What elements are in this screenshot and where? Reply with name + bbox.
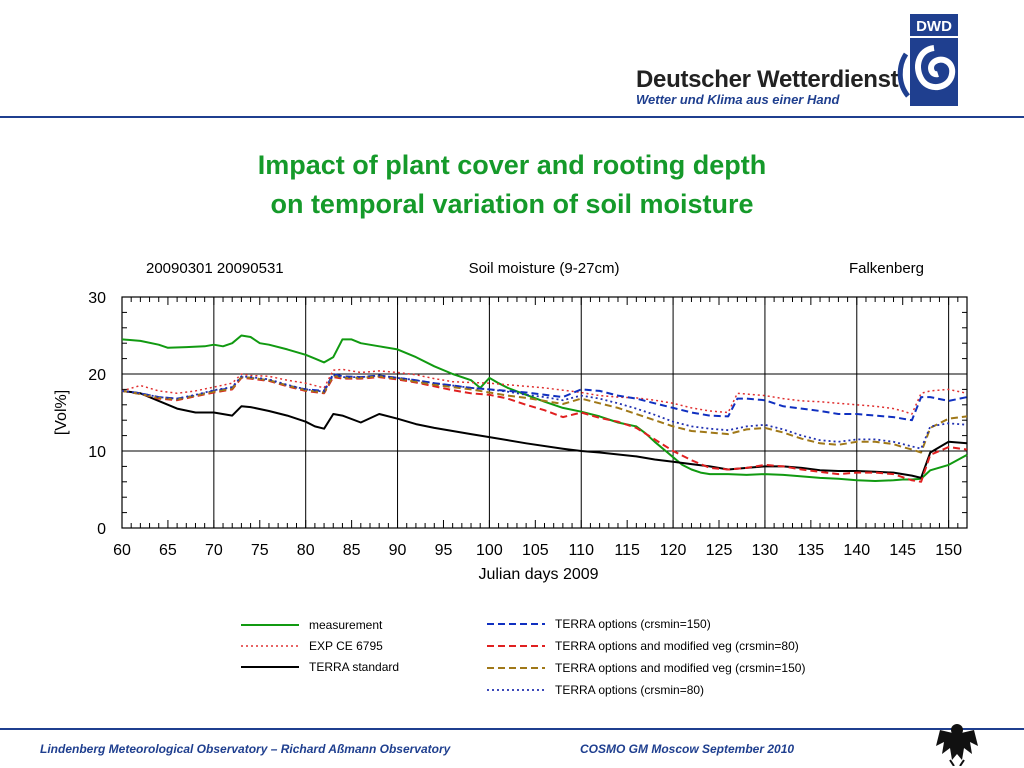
y-axis-label: [Vol%] <box>53 390 70 435</box>
plot-frame <box>121 296 968 529</box>
legend-label-2: TERRA standard <box>309 660 399 674</box>
chart-grid <box>122 297 967 528</box>
footer-divider <box>0 728 1024 730</box>
org-slogan: Wetter und Klima aus einer Hand <box>636 92 840 107</box>
x-tick-label: 75 <box>251 542 269 559</box>
y-tick-label: 30 <box>88 290 106 307</box>
series-line-5 <box>121 374 968 454</box>
title-line-2: on temporal variation of soil moisture <box>270 189 754 219</box>
y-tick-label: 10 <box>88 444 106 461</box>
federal-eagle-icon <box>936 724 978 766</box>
series-line-6 <box>121 373 968 450</box>
chart-title: Soil moisture (9-27cm) <box>469 260 620 277</box>
y-tick-label: 0 <box>97 521 106 538</box>
chart-date-range: 20090301 20090531 <box>146 260 284 277</box>
dwd-logo: DWD <box>897 14 958 106</box>
x-tick-label: 70 <box>205 542 223 559</box>
x-tick-label: 95 <box>435 542 453 559</box>
chart-frame <box>121 296 968 529</box>
x-tick-label: 150 <box>935 542 962 559</box>
x-tick-label: 125 <box>706 542 733 559</box>
legend-label-3: TERRA options (crsmin=150) <box>555 617 711 631</box>
title-line-1: Impact of plant cover and rooting depth <box>257 150 767 180</box>
x-tick-label: 80 <box>297 542 315 559</box>
logo-text: DWD <box>916 18 952 35</box>
footer-event: COSMO GM Moscow September 2010 <box>580 742 795 756</box>
series-line-3 <box>121 373 968 422</box>
chart-station: Falkenberg <box>849 260 924 277</box>
y-tick-label: 20 <box>88 367 106 384</box>
header-divider <box>0 116 1024 118</box>
legend-label-1: EXP CE 6795 <box>309 639 383 653</box>
series-line-1 <box>121 368 968 415</box>
x-tick-label: 135 <box>798 542 825 559</box>
org-name: Deutscher Wetterdienst <box>636 66 899 93</box>
x-tick-label: 85 <box>343 542 361 559</box>
legend-label-0: measurement <box>309 618 383 632</box>
chart-labels: 60 65 70 75 80 85 90 95 100 105 110 115 120 125 130 135… <box>53 260 962 583</box>
legend-label-5: TERRA options and modified veg (crsmin=1… <box>555 661 805 675</box>
series-line-2 <box>121 389 968 479</box>
x-tick-label: 115 <box>614 542 640 559</box>
x-tick-label: 110 <box>568 542 594 559</box>
x-tick-label: 100 <box>476 542 503 559</box>
legend-label-6: TERRA options (crsmin=80) <box>555 683 704 697</box>
x-tick-label: 145 <box>889 542 916 559</box>
series-line-0 <box>121 334 968 482</box>
x-axis-label: Julian days 2009 <box>478 566 598 583</box>
x-tick-label: 60 <box>113 542 131 559</box>
chart-series <box>121 334 968 483</box>
soil-moisture-chart: 60 65 70 75 80 85 90 95 100 105 110 115 120 125 130 135… <box>53 260 968 697</box>
slide-title: Impact of plant cover and rooting depth … <box>130 146 894 224</box>
chart-legend: measurement EXP CE 6795 TERRA standard TERR… <box>241 617 805 697</box>
footer-observatory: Lindenberg Meteorological Observatory – … <box>40 742 451 756</box>
x-tick-label: 130 <box>752 542 779 559</box>
x-tick-label: 65 <box>159 542 177 559</box>
x-tick-label: 90 <box>389 542 407 559</box>
x-tick-label: 120 <box>660 542 687 559</box>
chart-ticks <box>121 296 968 529</box>
x-tick-label: 140 <box>843 542 870 559</box>
series-line-4 <box>121 376 968 483</box>
x-tick-label: 105 <box>522 542 549 559</box>
legend-label-4: TERRA options and modified veg (crsmin=8… <box>555 639 799 653</box>
